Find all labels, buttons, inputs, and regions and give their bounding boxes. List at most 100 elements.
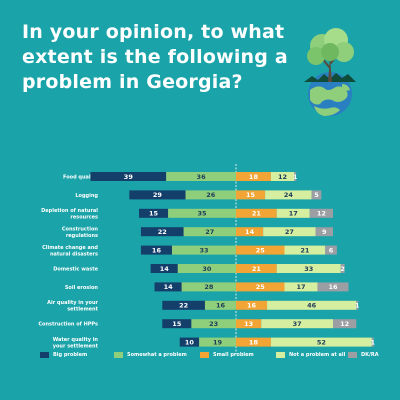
bar-small-problem [236,227,264,237]
bar-value-label: 12 [278,173,287,181]
bar-big-problem [139,208,169,218]
bar-small-problem [236,300,268,310]
bar-value-label: 27 [205,228,214,236]
legend: Big problem Somewhat a problem Small pro… [40,352,380,364]
bar-value-label: 12 [340,320,349,328]
bar-value-label: 14 [245,228,255,236]
legend-swatch-not-a-problem [276,352,285,358]
bar-not-a-problem [270,337,372,347]
bar-somewhat-problem [199,337,236,347]
bar-small-problem [236,282,285,292]
category-label: Water quality in your settlement [53,337,99,349]
bar-value-label: 17 [296,283,305,291]
bar-value-label: 24 [284,191,294,199]
bar-somewhat-problem [204,300,236,310]
bar-somewhat-problem [181,282,236,292]
bar-value-label: 16 [247,302,257,310]
chart-title: In your opinion, to what extent is the f… [22,21,288,93]
bar-small-problem [236,245,285,255]
bar-somewhat-problem [168,208,236,218]
bar-value-label: 21 [252,265,262,273]
bar-small-problem [236,337,271,347]
bar-big-problem [129,190,186,200]
bar-value-label: 26 [206,191,216,199]
legend-item-somewhat-problem: Somewhat a problem [114,352,187,358]
globe-tree-icon [304,28,356,116]
bar-value-label: 46 [307,302,317,310]
bar-value-label: 14 [160,265,170,273]
legend-label: Big problem [53,352,88,358]
bar-value-label: 18 [249,338,259,346]
legend-swatch-dk-ra [348,352,357,358]
bar-value-label: 36 [197,173,207,181]
bar-not-a-problem [263,227,316,237]
bar-big-problem [179,337,200,347]
bar-value-label: 22 [158,228,167,236]
category-label: Logging [75,193,98,199]
bar-not-a-problem [276,264,341,273]
bar-not-a-problem [265,190,312,200]
bar-value-label: 12 [317,210,326,218]
bar-value-label: 6 [329,246,334,254]
bar-somewhat-problem [171,245,236,255]
bar-value-label: 27 [285,228,294,236]
bar-not-a-problem [276,208,310,218]
bar-value-label: 16 [152,246,162,254]
bar-value-label: 9 [322,228,327,236]
bar-value-label: 35 [198,210,208,218]
bar-value-label: 16 [328,283,338,291]
bar-value-label: 39 [124,173,134,181]
bar-value-label: 1 [293,173,298,181]
category-label: Construction regulations [62,227,99,239]
bar-dk-ra [371,337,374,347]
bar-dk-ra [317,282,349,292]
bar-big-problem [90,172,167,181]
bar-value-label: 23 [209,320,218,328]
bar-value-label: 30 [202,265,212,273]
bar-small-problem [236,172,271,181]
bar-value-label: 15 [172,320,182,328]
legend-item-small-problem: Small problem [200,352,254,358]
category-label: Air quality in your settlement [47,300,98,312]
bar-value-label: 25 [256,246,266,254]
bar-not-a-problem [284,282,318,292]
bar-dk-ra [325,245,337,255]
bar-dk-ra [356,300,359,310]
legend-label: Small problem [213,352,254,358]
bar-somewhat-problem [191,319,236,329]
bar-dk-ra [315,227,333,237]
bar-value-label: 29 [153,191,163,199]
legend-swatch-small-problem [200,352,209,358]
bar-dk-ra [333,319,357,329]
category-label: Soil erosion [65,285,99,291]
legend-swatch-somewhat-problem [114,352,123,358]
bar-value-label: 15 [149,210,159,218]
bar-value-label: 33 [304,265,313,273]
category-label: Food quality [63,175,99,181]
legend-label: Somewhat a problem [127,352,187,358]
bar-dk-ra [309,208,333,218]
bar-value-label: 25 [256,283,266,291]
bar-small-problem [236,190,266,200]
bar-big-problem [162,300,205,310]
bar-not-a-problem [284,245,326,255]
bar-value-label: 1 [355,302,360,310]
legend-swatch-big-problem [40,352,49,358]
category-label: Construction of HPPs [38,322,98,328]
bar-somewhat-problem [166,172,236,181]
bar-big-problem [162,319,192,329]
legend-label: DK/RA [361,352,379,358]
bar-value-label: 52 [317,338,326,346]
bar-not-a-problem [261,319,333,329]
bar-value-label: 19 [213,338,223,346]
bar-small-problem [236,208,277,218]
bar-value-label: 17 [289,210,298,218]
bar-value-label: 21 [252,210,262,218]
bar-somewhat-problem [177,264,236,273]
bar-value-label: 28 [204,283,214,291]
bar-dk-ra [340,264,345,273]
bar-value-label: 16 [216,302,226,310]
legend-item-dk-ra: DK/RA [348,352,379,358]
bar-value-label: 10 [185,338,195,346]
